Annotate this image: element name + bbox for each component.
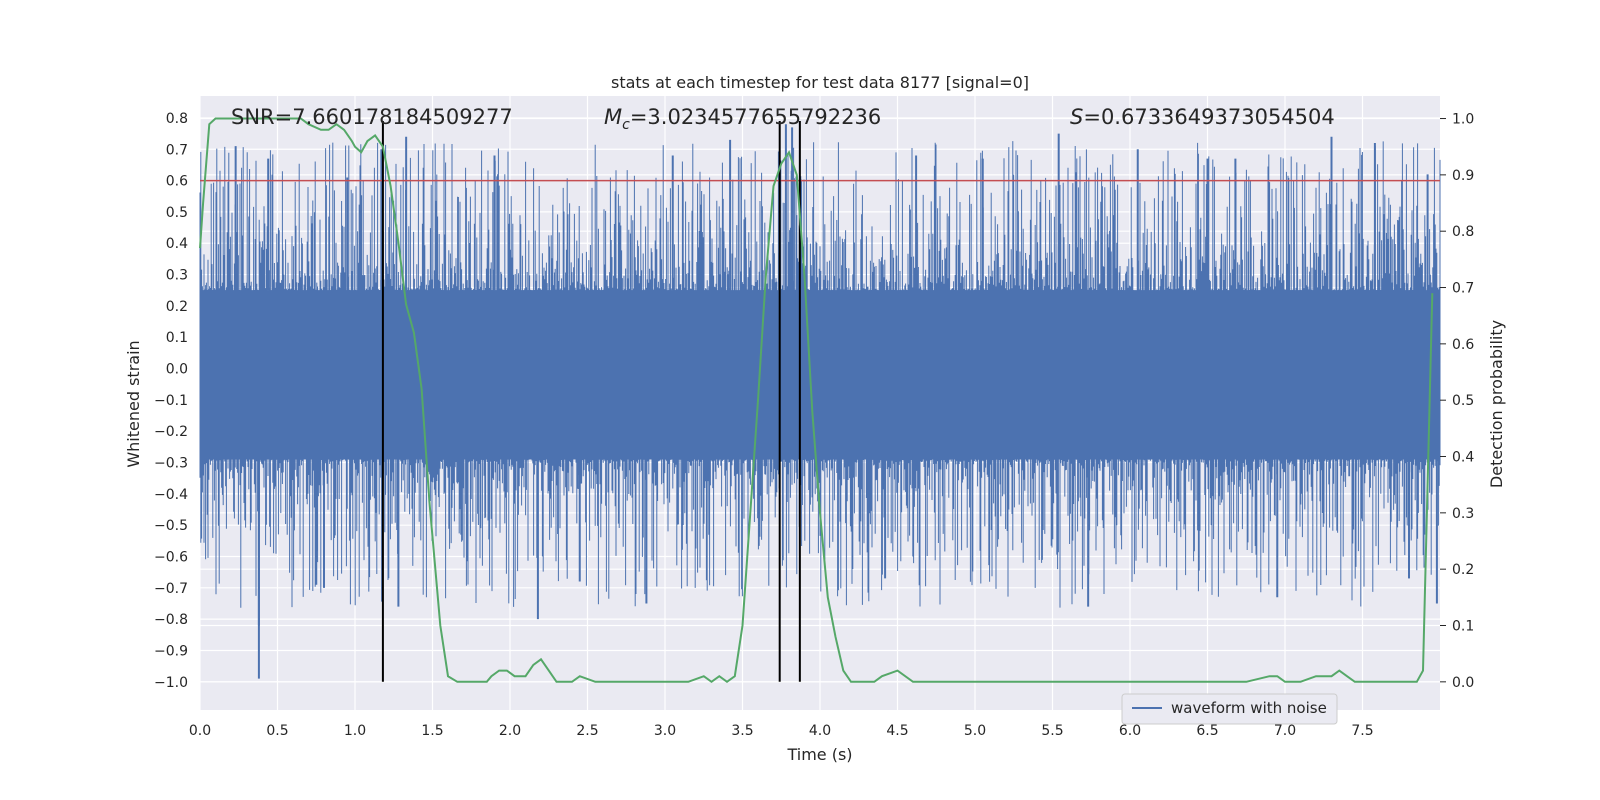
y-right-tick-label: 0.7 <box>1452 281 1474 297</box>
y-left-tick-label: 0.3 <box>166 268 188 284</box>
snr-annotation: SNR=7.660178184509277 <box>231 105 513 129</box>
legend: waveform with noise <box>1121 693 1338 725</box>
mc-annotation: Mc=3.0234577655792236 <box>604 105 881 133</box>
y-left-tick-label: −0.3 <box>154 456 188 472</box>
y-left-tick-label: 0.8 <box>166 111 188 127</box>
y-right-tick-label: 0.3 <box>1452 506 1474 522</box>
legend-label: waveform with noise <box>1171 699 1327 717</box>
x-tick-label: 2.5 <box>576 723 598 739</box>
y-left-tick-label: −1.0 <box>154 675 188 691</box>
legend-box <box>1121 693 1338 725</box>
y-right-axis-title: Detection probability <box>1487 320 1506 488</box>
s-symbol: S <box>1070 105 1083 129</box>
y-right-tick-label: 0.9 <box>1452 168 1474 184</box>
y-right-tick-label: 0.8 <box>1452 224 1474 240</box>
y-left-tick-label: 0.5 <box>166 205 188 221</box>
y-right-tick-label: 0.0 <box>1452 675 1474 691</box>
s-value: =0.6733649373054504 <box>1083 105 1334 129</box>
x-tick-label: 3.0 <box>654 723 676 739</box>
y-right-tick-label: 0.4 <box>1452 450 1474 466</box>
mc-value: =3.0234577655792236 <box>630 105 881 129</box>
waveform-series <box>199 141 1441 608</box>
x-tick-label: 4.5 <box>886 723 908 739</box>
x-tick-label: 5.0 <box>964 723 986 739</box>
x-tick-label: 4.0 <box>809 723 831 739</box>
x-axis-title: Time (s) <box>786 745 852 764</box>
y-left-tick-labels: 0.8 0.7 0.6 0.5 0.4 0.3 0.2 0.1 0.0 −0.1 −0.2 −0.3 −… <box>154 111 188 691</box>
x-tick-label: 2.0 <box>499 723 521 739</box>
y-left-tick-label: −0.6 <box>154 550 188 566</box>
mc-subscript: c <box>622 117 630 133</box>
x-tick-label: 0.0 <box>189 723 211 739</box>
y-right-tick-label: 0.2 <box>1452 562 1474 578</box>
chart-title: stats at each timestep for test data 817… <box>611 73 1029 92</box>
x-tick-label: 3.5 <box>731 723 753 739</box>
y-left-tick-label: 0.0 <box>166 362 188 378</box>
y-left-tick-label: −0.9 <box>154 643 188 659</box>
y-left-tick-label: −0.2 <box>154 424 188 440</box>
x-tick-labels: 0.0 0.5 1.0 1.5 2.0 2.5 3.0 3.5 4.0 4.5 5.0 5.5 6.0 6… <box>189 723 1374 739</box>
x-tick-label: 7.5 <box>1351 723 1373 739</box>
y-right-tick-label: 0.1 <box>1452 619 1474 635</box>
waveform-trace <box>199 141 1441 608</box>
y-left-tick-label: 0.4 <box>166 236 188 252</box>
y-left-tick-label: −0.5 <box>154 518 188 534</box>
y-left-tick-label: 0.6 <box>166 174 188 190</box>
y-left-tick-label: −0.8 <box>154 612 188 628</box>
s-annotation: S=0.6733649373054504 <box>1070 105 1335 129</box>
x-tick-label: 7.0 <box>1274 723 1296 739</box>
mc-symbol: M <box>604 105 622 129</box>
y-right-tick-label: 0.5 <box>1452 393 1474 409</box>
x-tick-label: 1.0 <box>344 723 366 739</box>
y-left-tick-label: 0.1 <box>166 330 188 346</box>
y-left-tick-label: −0.4 <box>154 487 188 503</box>
y-left-tick-label: 0.2 <box>166 299 188 315</box>
y-left-tick-label: −0.1 <box>154 393 188 409</box>
x-tick-label: 0.5 <box>266 723 288 739</box>
x-tick-label: 6.0 <box>1119 723 1141 739</box>
x-tick-label: 6.5 <box>1196 723 1218 739</box>
x-tick-label: 1.5 <box>421 723 443 739</box>
y-right-tick-label: 1.0 <box>1452 112 1474 128</box>
y-left-tick-label: −0.7 <box>154 581 188 597</box>
y-left-axis-title: Whitened strain <box>124 340 143 467</box>
detection-probability-line <box>199 117 1434 684</box>
y-right-tick-label: 0.6 <box>1452 337 1474 353</box>
y-right-tick-labels: 1.0 0.9 0.8 0.7 0.6 0.5 0.4 0.3 0.2 0.1 0.0 <box>1440 112 1474 691</box>
y-left-tick-label: 0.7 <box>166 142 188 158</box>
x-tick-label: 5.5 <box>1041 723 1063 739</box>
